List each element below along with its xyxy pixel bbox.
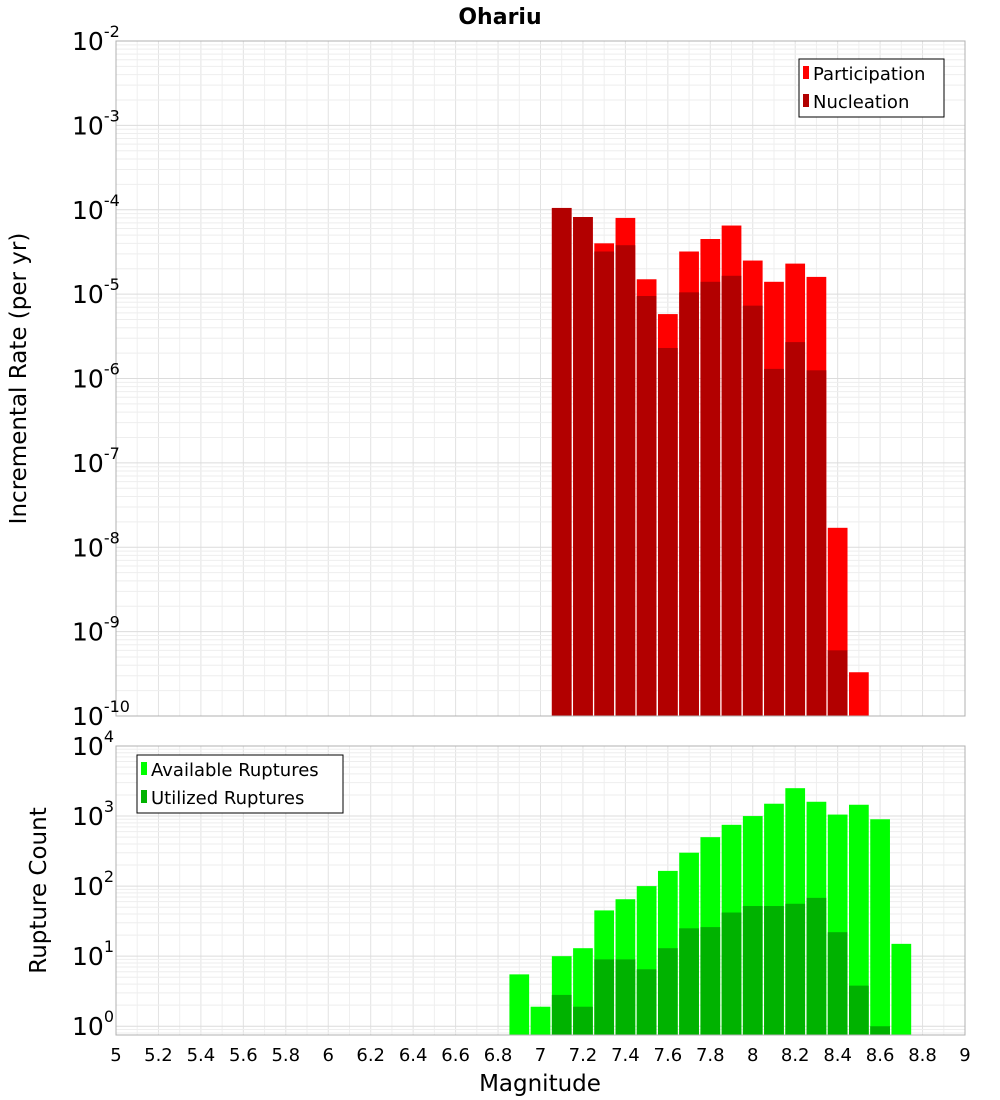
legend-label: Participation — [813, 64, 925, 85]
y-tick-label: 10-2 — [72, 22, 120, 56]
bar — [721, 275, 742, 716]
bar — [551, 207, 572, 716]
bar — [615, 245, 636, 717]
bar — [594, 251, 615, 716]
y-tick-label: 102 — [72, 867, 114, 901]
x-tick-label: 5.2 — [144, 1045, 173, 1066]
legend-box — [798, 58, 945, 118]
bar — [870, 819, 890, 1035]
x-tick-label: 7.8 — [696, 1045, 725, 1066]
y-tick-label: 101 — [72, 937, 114, 971]
x-tick-label: 8.8 — [908, 1045, 937, 1066]
legend-swatch — [803, 94, 809, 107]
series-2-bars — [551, 897, 890, 1035]
plot-frame — [115, 40, 966, 717]
x-tick-label: 6.8 — [484, 1045, 513, 1066]
bar — [657, 347, 678, 716]
legend-label: Available Ruptures — [151, 760, 319, 781]
y-tick-label: 10-9 — [72, 613, 120, 647]
x-tick-label: 6.6 — [441, 1045, 470, 1066]
x-tick-label: 8.4 — [823, 1045, 852, 1066]
bar — [573, 1006, 593, 1035]
bar — [594, 959, 615, 1035]
bar — [721, 912, 742, 1035]
y-tick-label: 104 — [72, 727, 114, 761]
legend: Participation Nucleation — [798, 58, 945, 118]
y-tick-label: 10-10 — [72, 697, 130, 731]
bar — [530, 1006, 551, 1035]
legend-swatch — [141, 762, 147, 775]
legend-box — [136, 754, 344, 814]
bar — [764, 368, 784, 716]
bar — [573, 217, 593, 716]
bar — [742, 906, 763, 1035]
x-tick-label: 7.4 — [611, 1045, 640, 1066]
x-tick-label: 8 — [747, 1045, 758, 1066]
y-tick-label: 10-7 — [72, 444, 120, 478]
bar — [636, 296, 657, 716]
bar — [827, 650, 848, 716]
x-tick-label: 7.6 — [654, 1045, 683, 1066]
bar — [785, 342, 806, 716]
series-2-bars — [551, 207, 848, 717]
y-tick-labels: 100 101 102 103 104 — [72, 727, 114, 1041]
rate-panel: 10-10 10-9 10-8 10-7 10-6 10-5 10-4 10-3 10-2 Inc… — [6, 22, 966, 731]
bar — [785, 903, 806, 1035]
y-tick-labels: 10-10 10-9 10-8 10-7 10-6 10-5 10-4 10-3 10-2 — [72, 22, 130, 731]
bar — [679, 928, 699, 1035]
bar — [636, 969, 657, 1035]
bar — [806, 897, 827, 1035]
y-tick-label: 10-5 — [72, 275, 120, 309]
x-tick-label: 5.6 — [229, 1045, 258, 1066]
bar — [615, 959, 636, 1035]
bar — [891, 943, 912, 1035]
rupture-count-panel: 100 101 102 103 104 Rupture Count Available Ru… — [26, 727, 971, 1097]
y-tick-label: 10-4 — [72, 191, 120, 225]
bar — [509, 974, 530, 1035]
y-tick-label: 100 — [72, 1007, 114, 1041]
x-tick-label: 8.2 — [781, 1045, 810, 1066]
x-tick-label: 6.4 — [399, 1045, 428, 1066]
legend-label: Utilized Ruptures — [151, 788, 304, 809]
bar — [827, 932, 848, 1035]
bar — [551, 994, 572, 1035]
bar — [700, 281, 721, 716]
plot-frame — [115, 745, 966, 1036]
bar — [657, 948, 678, 1035]
bar — [764, 906, 784, 1035]
bar — [849, 804, 869, 1035]
x-tick-label: 7.2 — [569, 1045, 598, 1066]
legend-swatch — [803, 66, 809, 79]
x-tick-label: 8.6 — [866, 1045, 895, 1066]
legend: Available Ruptures Utilized Ruptures — [136, 754, 344, 814]
chart-title: Ohariu — [458, 5, 541, 30]
bar — [700, 927, 721, 1035]
x-tick-label: 5.4 — [187, 1045, 216, 1066]
bar — [742, 305, 763, 716]
x-tick-label: 6 — [323, 1045, 334, 1066]
x-tick-label: 5 — [110, 1045, 121, 1066]
x-tick-label: 5.8 — [271, 1045, 300, 1066]
legend-swatch — [141, 790, 147, 803]
y-axis-label: Rupture Count — [26, 807, 52, 973]
x-tick-label: 6.2 — [356, 1045, 385, 1066]
y-tick-label: 10-8 — [72, 528, 120, 562]
x-tick-label: 9 — [959, 1045, 970, 1066]
x-axis-label: Magnitude — [479, 1071, 601, 1097]
bar — [849, 985, 869, 1035]
x-tick-label: 7 — [535, 1045, 546, 1066]
y-tick-label: 10-6 — [72, 360, 120, 394]
bar — [806, 370, 827, 716]
legend-label: Nucleation — [813, 92, 909, 113]
bar — [679, 292, 699, 716]
bar — [849, 672, 869, 716]
y-tick-label: 10-3 — [72, 106, 120, 140]
y-axis-label: Incremental Rate (per yr) — [6, 233, 32, 525]
x-tick-labels: 5 5.2 5.4 5.6 5.8 6 6.2 6.4 6.6 6.8 7 7.2 7.4 7.6 7.8 8… — [110, 1045, 970, 1066]
bar — [870, 1026, 890, 1035]
y-tick-label: 103 — [72, 797, 114, 831]
